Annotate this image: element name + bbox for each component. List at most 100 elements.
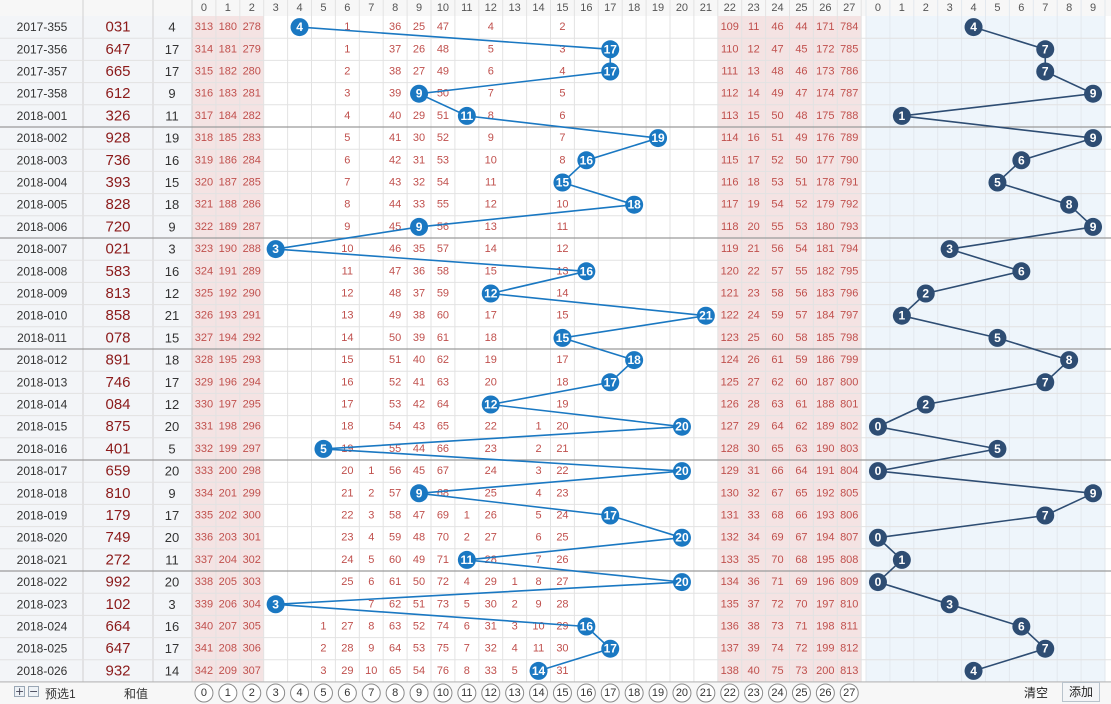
sum-cell: 17 [165, 641, 179, 656]
miss-cell: 4 [535, 487, 541, 499]
select-digit-6[interactable] [337, 683, 357, 703]
miss-cell: 51 [437, 110, 449, 122]
sum-ball [696, 306, 715, 325]
miss-cell: 19 [485, 354, 497, 366]
miss-cell: 130 [721, 487, 739, 499]
select-digit-7[interactable] [361, 683, 381, 703]
miss-cell: 12 [485, 199, 497, 211]
sum-ball-label: 17 [604, 509, 618, 523]
select-digit-18[interactable] [624, 683, 644, 703]
header-digit: 5 [320, 2, 326, 14]
issue-cell: 2018-004 [17, 176, 68, 190]
select-digit-5[interactable] [313, 683, 333, 703]
select-digit-27[interactable] [839, 683, 859, 703]
select-digit-1[interactable] [218, 683, 238, 703]
select-digit-10[interactable] [433, 683, 453, 703]
minus-icon[interactable]: − [28, 685, 39, 698]
miss-cell: 321 [195, 199, 213, 211]
miss-cell: 30 [748, 443, 760, 455]
select-digit-25[interactable] [791, 683, 811, 703]
miss-cell: 3 [535, 465, 541, 477]
select-digit-15[interactable] [552, 683, 572, 703]
miss-cell: 54 [437, 177, 449, 189]
select-digit-26[interactable] [815, 683, 835, 703]
miss-cell: 58 [437, 265, 449, 277]
miss-cell: 1 [344, 21, 350, 33]
miss-cell: 3 [368, 510, 374, 522]
miss-cell: 61 [795, 399, 807, 411]
miss-cell: 28 [341, 643, 353, 655]
select-digit-23[interactable] [744, 683, 764, 703]
miss-cell: 71 [771, 576, 783, 588]
miss-cell: 9 [344, 221, 350, 233]
add-button[interactable]: 添加 [1062, 682, 1100, 702]
select-digit-24[interactable] [768, 683, 788, 703]
miss-cell: 26 [748, 354, 760, 366]
miss-cell: 204 [219, 554, 237, 566]
miss-cell: 64 [771, 421, 783, 433]
miss-cell: 301 [243, 532, 261, 544]
select-digit-label: 1 [225, 687, 231, 699]
select-digit-16[interactable] [576, 683, 596, 703]
miss-cell: 10 [365, 665, 377, 677]
miss-cell: 60 [437, 310, 449, 322]
select-digit-19[interactable] [648, 683, 668, 703]
select-digit-17[interactable] [600, 683, 620, 703]
miss-cell: 1 [320, 621, 326, 633]
select-digit-8[interactable] [385, 683, 405, 703]
plus-icon[interactable]: + [14, 685, 25, 698]
miss-cell: 181 [816, 243, 834, 255]
miss-cell: 63 [389, 621, 401, 633]
select-digit-22[interactable] [720, 683, 740, 703]
header-digit: 4 [296, 2, 302, 14]
sum-ball [290, 18, 309, 37]
miss-cell: 785 [840, 43, 858, 55]
sum-cell: 15 [165, 330, 179, 345]
miss-cell: 47 [771, 43, 783, 55]
miss-cell: 34 [748, 532, 760, 544]
miss-cell: 56 [389, 465, 401, 477]
miss-cell: 181 [219, 43, 237, 55]
tail-ball-label: 1 [899, 309, 906, 323]
miss-cell: 28 [556, 598, 568, 610]
select-digit-label: 15 [556, 687, 568, 699]
miss-cell: 68 [795, 554, 807, 566]
miss-cell: 23 [556, 487, 568, 499]
select-digit-14[interactable] [529, 683, 549, 703]
sum-ball [601, 506, 620, 525]
select-digit-3[interactable] [266, 683, 286, 703]
header-digit: 1 [225, 2, 231, 14]
header-tail-digit: 3 [947, 2, 953, 14]
miss-cell: 110 [721, 43, 739, 55]
miss-cell: 328 [195, 354, 213, 366]
miss-cell: 45 [795, 43, 807, 55]
select-digit-0[interactable] [194, 683, 214, 703]
miss-cell: 31 [556, 665, 568, 677]
select-digit-13[interactable] [505, 683, 525, 703]
sum-cell: 12 [165, 397, 179, 412]
select-digit-4[interactable] [290, 683, 310, 703]
header-digit: 27 [843, 2, 855, 14]
select-digit-2[interactable] [242, 683, 262, 703]
select-digit-11[interactable] [457, 683, 477, 703]
select-digit-12[interactable] [481, 683, 501, 703]
miss-cell: 7 [488, 88, 494, 100]
miss-cell: 195 [219, 354, 237, 366]
select-digit-21[interactable] [696, 683, 716, 703]
miss-cell: 67 [771, 487, 783, 499]
issue-cell: 2018-017 [17, 464, 68, 478]
select-digit-9[interactable] [409, 683, 429, 703]
sum-cell: 9 [168, 486, 175, 501]
miss-cell: 71 [437, 554, 449, 566]
issue-cell: 2018-010 [17, 309, 68, 323]
issue-cell: 2018-026 [17, 664, 68, 678]
tail-ball-label: 5 [994, 176, 1001, 190]
miss-cell: 299 [243, 487, 261, 499]
header-tail-digit: 6 [1018, 2, 1024, 14]
tail-ball-label: 2 [922, 398, 929, 412]
miss-cell: 5 [512, 665, 518, 677]
clear-button[interactable]: 清空 [1024, 686, 1049, 700]
miss-cell: 24 [748, 310, 760, 322]
select-digit-20[interactable] [672, 683, 692, 703]
miss-cell: 205 [219, 576, 237, 588]
